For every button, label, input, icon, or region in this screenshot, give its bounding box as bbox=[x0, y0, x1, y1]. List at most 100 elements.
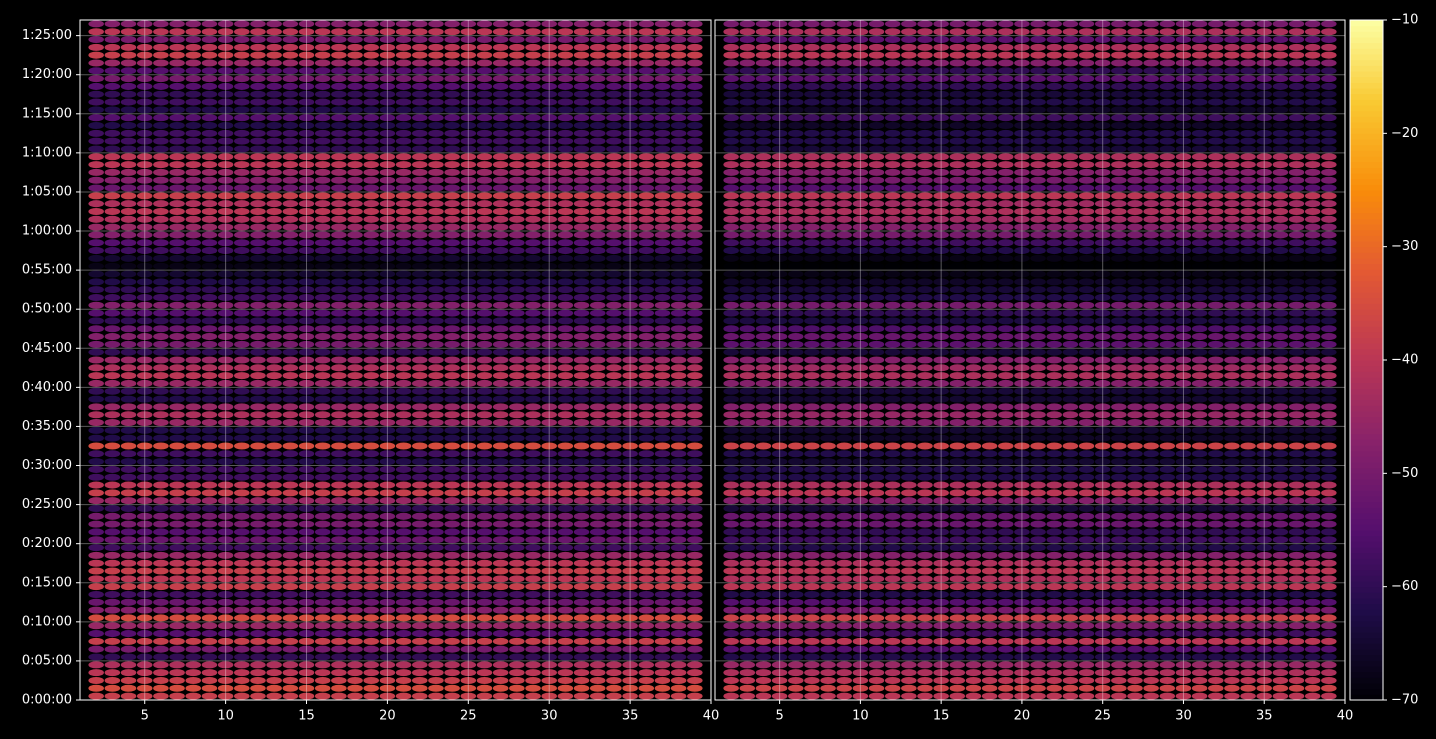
cell bbox=[638, 567, 655, 575]
cell bbox=[104, 129, 121, 137]
cell bbox=[266, 497, 282, 505]
cell bbox=[428, 67, 444, 75]
cell bbox=[573, 497, 590, 505]
cell bbox=[1240, 520, 1256, 528]
cell bbox=[820, 630, 836, 638]
cell bbox=[917, 403, 933, 411]
cell bbox=[217, 278, 234, 286]
cell bbox=[444, 28, 460, 36]
cell bbox=[136, 340, 153, 348]
cell bbox=[120, 145, 137, 153]
cell bbox=[331, 270, 347, 278]
cell bbox=[884, 676, 901, 684]
cell bbox=[687, 82, 703, 90]
cell bbox=[836, 645, 852, 653]
cell bbox=[525, 340, 541, 348]
cell bbox=[868, 637, 885, 645]
cell bbox=[622, 348, 638, 356]
cell bbox=[557, 622, 574, 630]
cell bbox=[460, 247, 477, 255]
cell bbox=[852, 559, 869, 567]
cell bbox=[998, 520, 1014, 528]
cell bbox=[1224, 598, 1240, 606]
cell bbox=[88, 333, 104, 341]
cell bbox=[998, 676, 1014, 684]
cell bbox=[217, 653, 234, 661]
cell bbox=[509, 411, 525, 419]
cell bbox=[250, 231, 266, 239]
cell bbox=[314, 419, 331, 427]
cell bbox=[788, 442, 804, 450]
cell bbox=[250, 20, 266, 28]
cell bbox=[444, 684, 460, 692]
cell bbox=[638, 270, 655, 278]
cell bbox=[1111, 442, 1127, 450]
cell bbox=[120, 676, 137, 684]
cell bbox=[1062, 614, 1079, 622]
cell bbox=[153, 106, 169, 114]
cell bbox=[1272, 622, 1289, 630]
cell bbox=[266, 231, 282, 239]
cell bbox=[1224, 395, 1240, 403]
cell bbox=[901, 559, 917, 567]
cell bbox=[771, 411, 788, 419]
cell bbox=[266, 51, 282, 59]
cell bbox=[460, 301, 477, 309]
cell bbox=[723, 403, 739, 411]
cell bbox=[1078, 614, 1095, 622]
cell bbox=[217, 567, 234, 575]
cell bbox=[1191, 630, 1208, 638]
cell bbox=[136, 442, 153, 450]
cell bbox=[1159, 528, 1176, 536]
cell bbox=[509, 98, 525, 106]
cell bbox=[476, 340, 493, 348]
cell bbox=[136, 262, 153, 270]
cell bbox=[120, 630, 137, 638]
cell bbox=[331, 137, 347, 145]
cell bbox=[217, 551, 234, 559]
cell bbox=[1288, 536, 1305, 544]
cell bbox=[314, 239, 331, 247]
cell bbox=[1111, 419, 1127, 427]
cell bbox=[755, 504, 772, 513]
cell bbox=[1191, 544, 1208, 552]
cell bbox=[622, 379, 638, 387]
cell bbox=[169, 575, 185, 583]
cell bbox=[347, 426, 363, 434]
cell bbox=[185, 395, 202, 403]
cell bbox=[654, 387, 671, 395]
cell bbox=[169, 489, 185, 497]
cell bbox=[169, 622, 185, 630]
cell bbox=[1062, 645, 1079, 653]
cell bbox=[1321, 395, 1337, 403]
cell bbox=[250, 356, 266, 364]
cell bbox=[153, 559, 169, 567]
cell bbox=[981, 559, 998, 567]
cell bbox=[347, 75, 363, 83]
cell bbox=[234, 325, 250, 333]
cell bbox=[153, 247, 169, 255]
cell bbox=[788, 614, 804, 622]
cell bbox=[606, 176, 622, 184]
cell bbox=[460, 59, 477, 67]
cell bbox=[169, 372, 185, 380]
cell bbox=[314, 317, 331, 325]
cell bbox=[314, 676, 331, 684]
cell bbox=[670, 168, 687, 176]
cell bbox=[1014, 551, 1030, 559]
cell bbox=[1191, 442, 1208, 450]
cell bbox=[687, 137, 703, 145]
cell bbox=[670, 669, 687, 677]
cell bbox=[136, 481, 153, 489]
cell bbox=[363, 598, 379, 606]
cell bbox=[509, 372, 525, 380]
cell bbox=[820, 544, 836, 552]
cell bbox=[282, 36, 299, 44]
cell bbox=[492, 317, 509, 325]
cell bbox=[573, 145, 590, 153]
cell bbox=[412, 278, 428, 286]
cell bbox=[331, 465, 347, 473]
cell bbox=[1143, 379, 1159, 387]
cell bbox=[136, 669, 153, 677]
cell bbox=[573, 575, 590, 583]
